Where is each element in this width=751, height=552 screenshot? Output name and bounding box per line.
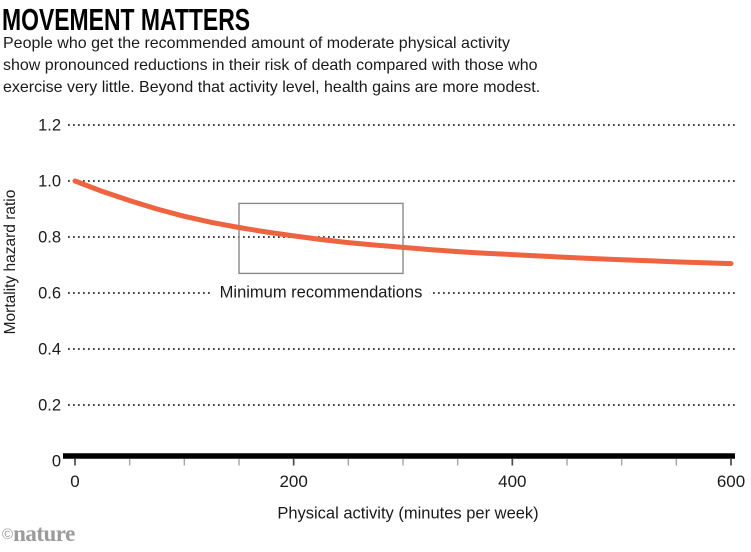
y-tick-label: 0.2 xyxy=(38,397,61,415)
gridlines xyxy=(68,124,735,406)
x-tick-label: 0 xyxy=(70,472,79,491)
minimum-recommendations-label: Minimum recommendations xyxy=(212,283,430,303)
subtitle-line-2: show pronounced reductions in their risk… xyxy=(3,57,538,74)
y-tick-label: 1.0 xyxy=(38,173,61,191)
x-axis-ticks xyxy=(74,458,732,466)
chart-subtitle: People who get the recommended amount of… xyxy=(3,33,663,99)
y-tick-label: 0.6 xyxy=(38,285,61,303)
x-tick-label: 400 xyxy=(498,472,526,491)
copyright-icon: © xyxy=(2,526,14,543)
y-axis-title: Mortality hazard ratio xyxy=(2,189,19,335)
nature-credit: ©nature xyxy=(2,521,75,547)
x-tick-label: 600 xyxy=(717,472,745,491)
y-tick-label: 0 xyxy=(52,453,61,471)
mortality-curve xyxy=(72,178,734,267)
subtitle-line-3: exercise very little. Beyond that activi… xyxy=(3,79,541,96)
nature-wordmark: nature xyxy=(13,521,75,546)
x-tick-label: 200 xyxy=(279,472,307,491)
minimum-recommendations-box xyxy=(238,202,404,275)
y-tick-label: 1.2 xyxy=(38,117,61,135)
y-tick-label: 0.8 xyxy=(38,229,61,247)
x-axis-title: Physical activity (minutes per week) xyxy=(277,504,539,523)
y-tick-labels: 1.2 1.0 0.8 0.6 0.4 0.2 0 xyxy=(38,117,61,471)
x-tick-labels: 0 200 400 600 xyxy=(70,472,745,491)
chart-title: MOVEMENT MATTERS xyxy=(2,2,251,37)
y-tick-label: 0.4 xyxy=(38,341,61,359)
subtitle-line-1: People who get the recommended amount of… xyxy=(3,35,510,52)
